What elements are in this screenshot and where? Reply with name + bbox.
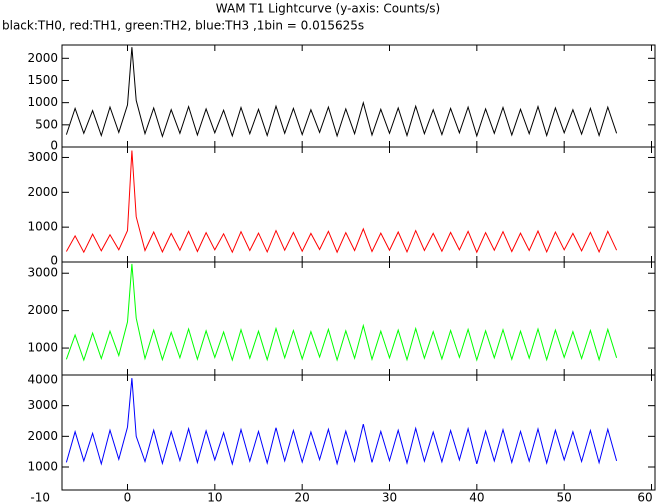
chart-subtitle: black:TH0, red:TH1, green:TH2, blue:TH3 … xyxy=(2,19,364,33)
y-tick-label: 0 xyxy=(50,139,58,153)
x-tick-label: -10 xyxy=(30,491,50,504)
y-tick-label: 4000 xyxy=(27,373,58,387)
data-line xyxy=(65,150,618,254)
x-tick-label: 20 xyxy=(295,491,310,504)
panel-frame xyxy=(61,261,656,376)
x-tick-label: 10 xyxy=(207,491,222,504)
y-tick-label: 2000 xyxy=(27,429,58,443)
y-tick-label: 1500 xyxy=(27,73,58,87)
x-tick-label: 60 xyxy=(637,491,652,504)
x-tick-label: 30 xyxy=(382,491,397,504)
panel-frame xyxy=(61,146,656,263)
panel-frame xyxy=(61,44,656,148)
y-tick-label: 3000 xyxy=(27,398,58,412)
y-tick-label: 3000 xyxy=(27,266,58,280)
x-tick-label: 40 xyxy=(469,491,484,504)
y-tick-label: 2000 xyxy=(27,185,58,199)
y-tick-label: 1000 xyxy=(27,220,58,234)
y-tick-label: 0 xyxy=(50,254,58,268)
y-tick-label: 3000 xyxy=(27,150,58,164)
data-line xyxy=(65,47,618,139)
x-tick-label: 50 xyxy=(557,491,572,504)
y-tick-label: 1000 xyxy=(27,460,58,474)
y-tick-label: 2000 xyxy=(27,51,58,65)
y-tick-label: 500 xyxy=(35,117,58,131)
panel-frame xyxy=(61,374,656,491)
y-tick-label: 1000 xyxy=(27,341,58,355)
data-line xyxy=(65,263,618,362)
chart-title: WAM T1 Lightcurve (y-axis: Counts/s) xyxy=(216,2,440,16)
x-tick-label: 0 xyxy=(124,491,132,504)
y-tick-label: 1000 xyxy=(27,95,58,109)
data-line xyxy=(65,378,618,466)
y-tick-label: 2000 xyxy=(27,303,58,317)
